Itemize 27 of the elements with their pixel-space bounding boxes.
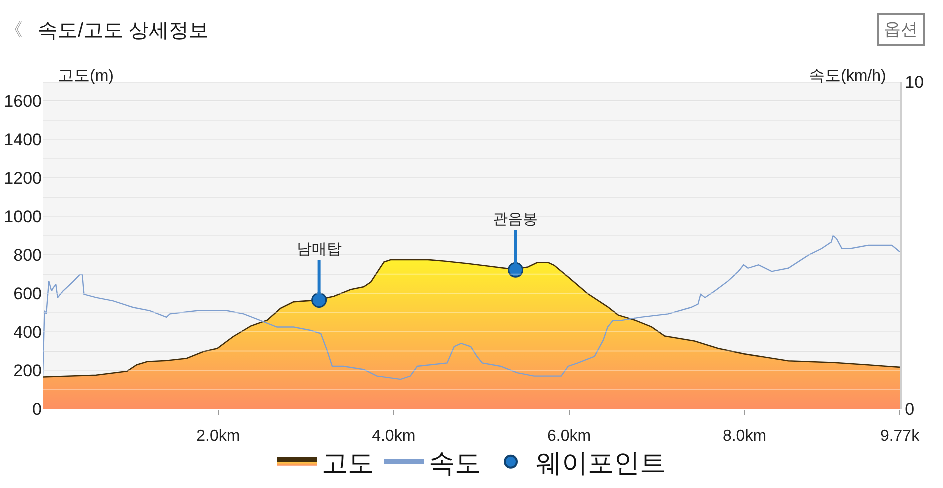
y-tick-label: 1200 [4,169,42,188]
y-tick-label: 1000 [4,208,42,227]
y-tick-label: 1400 [4,130,42,150]
line-series [43,235,900,380]
y-tick-label: 400 [14,323,42,342]
x-tick-label: 6.0km [548,428,592,446]
legend-label: 웨이포인트 [536,448,666,478]
y-tick-label: 1600 [4,92,42,112]
annotation: 남매탑 [297,241,342,258]
y-tick-label: 200 [14,361,42,380]
y-tick-label: 800 [14,246,42,266]
y-tick-label: 0 [32,400,42,419]
text: 옵션 [884,20,918,39]
y2-axis-title: 속도(km/h) [809,68,886,85]
y2-tick-label: 0 [905,400,915,419]
x-tick-label: 8.0km [722,428,767,446]
x-tick-label: 2.0km [196,428,240,446]
legend-label: 속도 [429,448,481,478]
x-tick-label: 4.0km [372,428,416,446]
x-tick-label: 9.77k [880,428,921,446]
annotation: 관음봉 [493,211,538,228]
chart-title: 속도/고도 상세정보 [38,20,210,42]
y-axis-title: 고도(m) [58,68,114,85]
legend-label: 고도 [322,448,374,478]
y2-tick-label: 10 [905,72,924,92]
y-tick-label: 600 [14,284,42,304]
text: 《 [5,20,23,40]
